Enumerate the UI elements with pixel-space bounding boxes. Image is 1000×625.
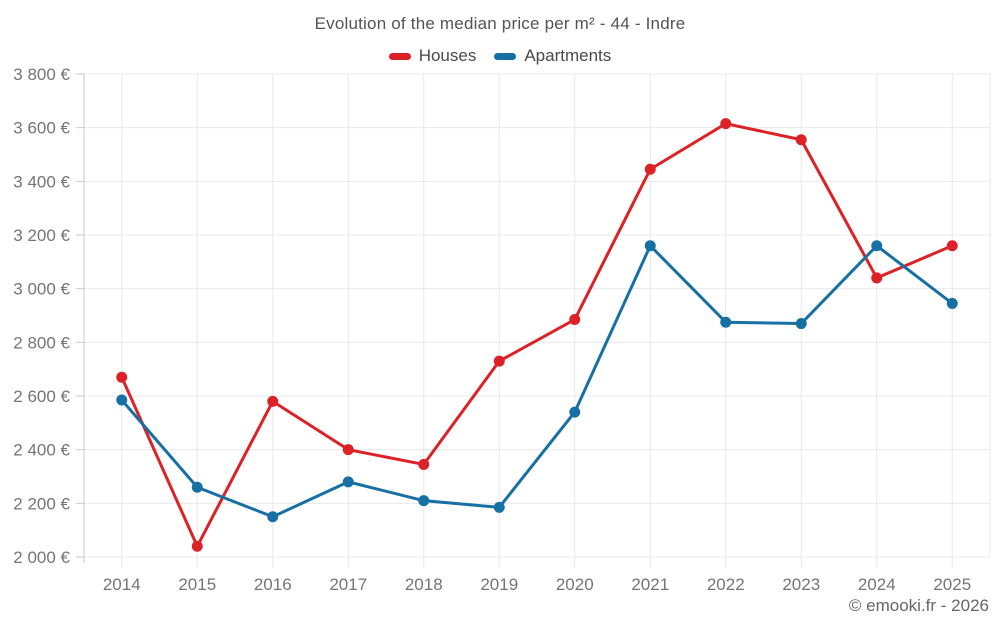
x-axis-label: 2022 [707, 575, 745, 594]
data-point-apartments-2017[interactable] [342, 476, 354, 488]
y-axis-label: 2 400 € [13, 441, 70, 460]
data-point-apartments-2021[interactable] [644, 240, 656, 252]
legend-swatch-icon [388, 52, 411, 60]
x-axis-label: 2024 [858, 575, 896, 594]
y-axis-label: 2 000 € [13, 548, 70, 567]
y-axis-label: 2 200 € [13, 494, 70, 513]
data-point-houses-2021[interactable] [644, 163, 656, 175]
data-point-houses-2023[interactable] [795, 134, 807, 146]
data-point-houses-2016[interactable] [267, 395, 279, 407]
data-point-houses-2025[interactable] [946, 240, 958, 252]
data-point-apartments-2016[interactable] [267, 511, 279, 523]
y-axis-label: 3 000 € [13, 280, 70, 299]
x-axis-label: 2015 [178, 575, 216, 594]
legend-swatch-icon [494, 52, 517, 60]
data-point-apartments-2023[interactable] [795, 318, 807, 330]
data-point-houses-2020[interactable] [569, 314, 581, 326]
series-line-houses [120, 122, 954, 548]
x-axis-label: 2014 [103, 575, 141, 594]
series-line-apartments [120, 244, 954, 519]
data-point-apartments-2020[interactable] [569, 406, 581, 418]
legend-label: Apartments [524, 46, 612, 65]
y-axis-label: 2 600 € [13, 387, 70, 406]
y-axis-label: 3 800 € [13, 65, 70, 84]
legend-item-houses[interactable]: Houses [388, 46, 477, 66]
data-point-houses-2022[interactable] [720, 118, 732, 130]
data-point-houses-2014[interactable] [116, 371, 128, 383]
x-axis-label: 2016 [254, 575, 292, 594]
x-axis-label: 2020 [556, 575, 594, 594]
data-point-apartments-2015[interactable] [191, 481, 203, 493]
x-axis-label: 2019 [480, 575, 518, 594]
data-point-houses-2024[interactable] [871, 272, 883, 284]
y-axis-label: 3 200 € [13, 226, 70, 245]
legend-label: Houses [418, 46, 477, 65]
watermark: © emooki.fr - 2026 [848, 596, 989, 615]
data-point-houses-2018[interactable] [418, 458, 430, 470]
data-point-houses-2017[interactable] [342, 444, 354, 456]
legend-item-apartments[interactable]: Apartments [494, 46, 611, 66]
data-point-apartments-2019[interactable] [493, 501, 505, 513]
y-axis-label: 2 800 € [13, 333, 70, 352]
data-point-apartments-2022[interactable] [720, 316, 732, 328]
chart-title: Evolution of the median price per m² - 4… [314, 14, 686, 33]
data-point-apartments-2014[interactable] [116, 394, 128, 406]
data-point-houses-2019[interactable] [493, 355, 505, 367]
x-axis-label: 2021 [631, 575, 669, 594]
y-axis-label: 3 600 € [13, 119, 70, 138]
x-axis-label: 2017 [329, 575, 367, 594]
data-point-houses-2015[interactable] [191, 540, 203, 552]
x-axis-label: 2023 [782, 575, 820, 594]
y-axis-label: 3 400 € [13, 172, 70, 191]
data-point-apartments-2024[interactable] [871, 240, 883, 252]
x-axis-label: 2018 [405, 575, 443, 594]
x-axis-label: 2025 [933, 575, 971, 594]
data-point-apartments-2018[interactable] [418, 495, 430, 507]
data-point-apartments-2025[interactable] [946, 297, 958, 309]
legend: Houses Apartments [0, 46, 1000, 66]
